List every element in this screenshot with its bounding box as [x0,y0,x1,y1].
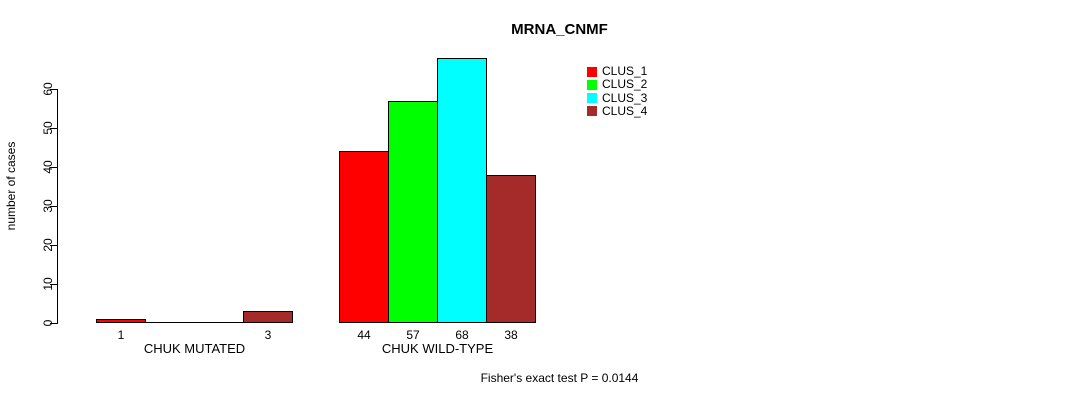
bar-value-label: 57 [406,328,420,342]
legend-label: CLUS_4 [602,103,648,118]
legend-label: CLUS_1 [602,64,648,78]
bar-clus-4-chuk-mutated [243,311,293,323]
bar-value-label: 1 [117,328,125,342]
y-tick [50,206,57,207]
bar-clus-4-chuk-wild-type [486,175,536,323]
y-axis-line [57,89,58,324]
y-tick-label: 10 [41,277,55,291]
y-tick [50,323,57,324]
bar-value-label: 38 [504,328,518,342]
legend-item-clus-2: CLUS_2 [587,78,647,91]
bar-value-label: 68 [455,328,469,342]
bar-clus-2-chuk-mutated [145,322,195,323]
y-tick [50,167,57,168]
legend-swatch-icon [587,93,597,104]
y-tick-label: 0 [41,319,55,327]
legend-label: CLUS_2 [602,77,648,92]
legend-swatch-icon [587,106,597,117]
bar-value-label: 3 [264,328,272,342]
y-tick [50,128,57,129]
legend-swatch-icon [587,66,597,77]
group-label-chuk-mutated: CHUK MUTATED [143,341,246,356]
y-tick-label: 20 [41,238,55,252]
y-tick-label: 40 [41,160,55,174]
y-tick-label: 50 [41,121,55,135]
bar-clus-1-chuk-wild-type [339,151,389,323]
bar-clus-2-chuk-wild-type [388,101,438,323]
y-tick-label: 60 [41,82,55,96]
y-axis-label: number of cases [4,141,18,231]
legend-label: CLUS_3 [602,90,648,105]
group-label-chuk-wild-type: CHUK WILD-TYPE [381,341,494,356]
y-tick-label: 30 [41,199,55,213]
bar-clus-3-chuk-mutated [194,322,244,323]
chart-title: MRNA_CNMF [511,21,608,38]
legend-item-clus-4: CLUS_4 [587,103,648,118]
y-tick [50,284,57,285]
annotation-text: Fisher's exact test P = 0.0144 [480,371,639,385]
legend-swatch-icon [587,79,597,90]
y-tick [50,89,57,90]
legend: CLUS_1 CLUS_2 CLUS_3 CLUS_4 [587,65,647,118]
legend-item-clus-3: CLUS_3 [587,90,648,105]
y-tick [50,245,57,246]
bar-clus-1-chuk-mutated [96,319,146,323]
legend-item-clus-1: CLUS_1 [587,65,647,78]
bar-value-label: 44 [357,328,371,342]
bar-clus-3-chuk-wild-type [437,58,487,323]
